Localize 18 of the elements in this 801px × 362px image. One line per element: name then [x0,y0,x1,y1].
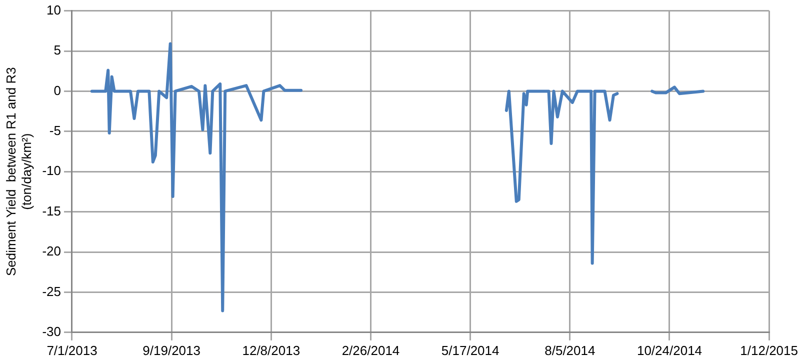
x-tick-label: 12/8/2013 [242,342,300,358]
x-tick-label: 1/12/2015 [740,342,798,358]
x-tick-label: 8/5/2014 [544,342,596,358]
y-tick-label: 5 [54,42,61,58]
y-tick-label: -25 [42,284,61,299]
y-tick-label: 0 [54,82,61,98]
y-axis-title: Sediment Yield between R1 and R3 (ton/day/km²) [3,67,34,276]
y-tick-label: -10 [42,163,61,178]
y-tick-label: -5 [49,122,61,138]
y-tick-label: -15 [42,203,61,218]
y-tick-label: -20 [42,244,61,259]
x-tick-label: 5/17/2014 [441,342,500,358]
y-tick-label: 10 [46,2,61,18]
x-tick-label: 2/26/2014 [342,342,400,358]
x-tick-label: 7/1/2013 [46,342,98,358]
x-tick-label: 10/24/2014 [636,342,702,358]
y-tick-label: -30 [42,324,61,339]
x-tick-label: 9/19/2013 [142,342,200,358]
